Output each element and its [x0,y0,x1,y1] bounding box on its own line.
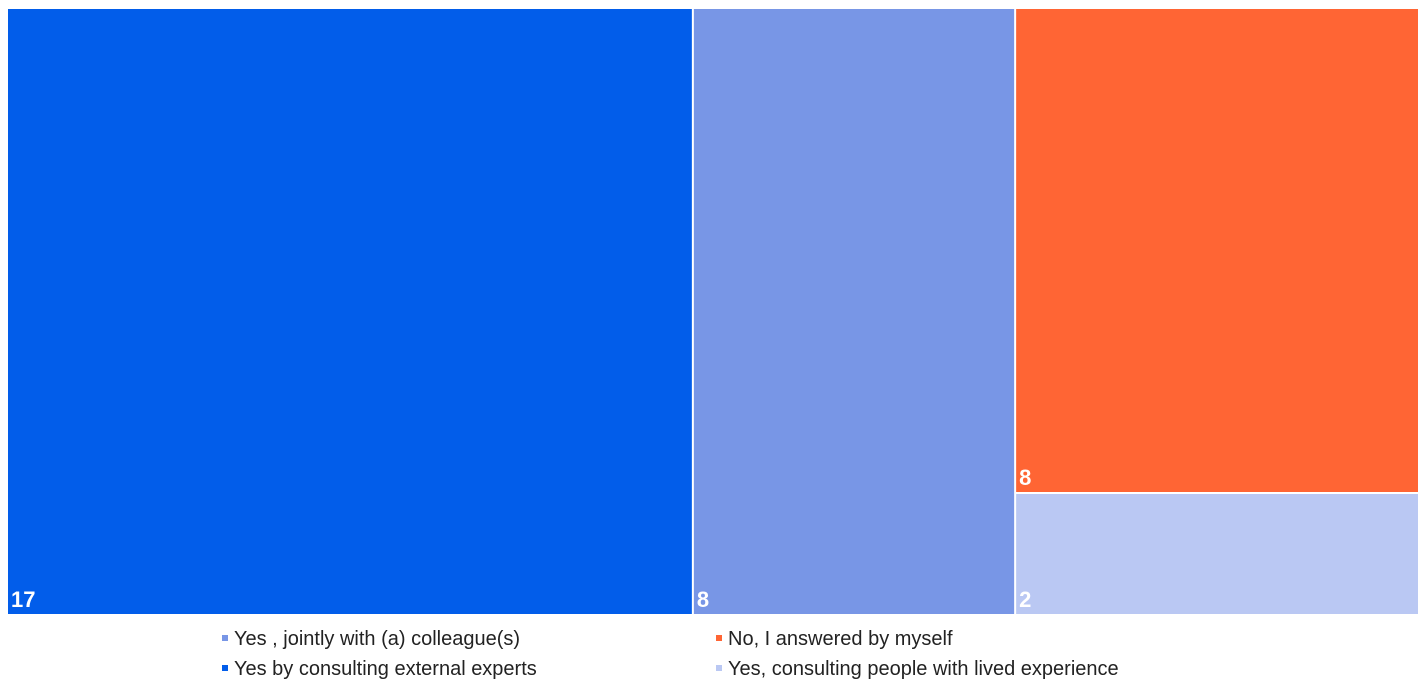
legend-swatch-external-experts [222,664,228,671]
legend-label-jointly-with-colleagues: Yes , jointly with (a) colleague(s) [234,628,521,650]
legend-item-answered-by-myself: No, I answered by myself [716,626,953,652]
tile-label-no-i-answered-by-myself: 8 [1019,465,1031,490]
legend-label-external-experts: Yes by consulting external experts [234,658,537,680]
legend-swatch-lived-experience [716,664,722,671]
tile-yes-consulting-people-with-lived-experience [1016,494,1418,614]
legend-swatch-jointly-with-colleagues [222,634,228,641]
tile-label-yes-jointly-with-a-colleague-s: 8 [697,587,709,612]
tile-yes-by-consulting-external-experts [8,9,692,614]
tile-label-yes-consulting-people-with-lived-experience: 2 [1019,587,1031,612]
legend-label-answered-by-myself: No, I answered by myself [728,628,953,650]
tile-label-yes-by-consulting-external-experts: 17 [11,587,35,612]
legend-item-lived-experience: Yes, consulting people with lived experi… [716,656,1119,682]
treemap-tiles: 17 8 8 2 [8,9,1418,614]
tile-yes-jointly-with-a-colleague-s [693,9,1015,614]
legend-label-lived-experience: Yes, consulting people with lived experi… [728,658,1119,680]
tile-no-i-answered-by-myself [1016,9,1418,492]
legend-swatch-answered-by-myself [716,634,722,641]
legend-item-external-experts: Yes by consulting external experts [222,656,537,682]
legend: Yes , jointly with (a) colleague(s) No, … [222,626,1222,682]
legend-item-jointly-with-colleagues: Yes , jointly with (a) colleague(s) [222,626,520,652]
